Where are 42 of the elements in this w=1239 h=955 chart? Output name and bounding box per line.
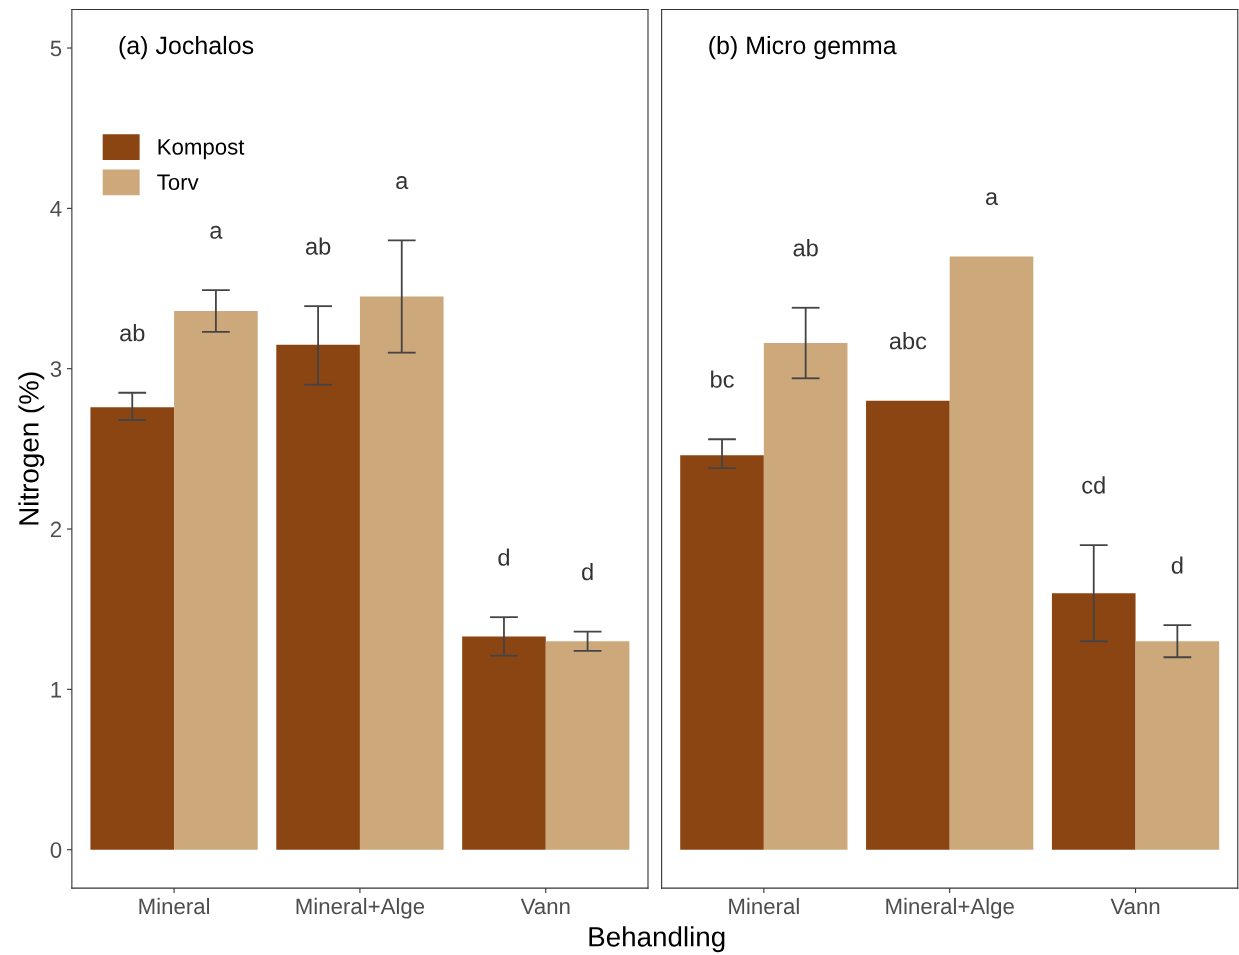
annotation: ab (793, 239, 818, 257)
text: (a) Jochalos (119, 35, 254, 60)
x-tick-label: Mineral (139, 897, 210, 915)
x-tick-label: Mineral+Alge (886, 897, 1014, 919)
x-tick-label: Vann (520, 898, 570, 915)
x-tick-label: Mineral (729, 897, 799, 915)
y-tick-label: 5 (50, 40, 62, 57)
x-tick-label: Mineral+Alge (296, 897, 425, 919)
annotation: d (498, 548, 510, 566)
bar (545, 641, 630, 850)
bar (359, 296, 444, 850)
bar (90, 407, 175, 850)
x-tick-label: Vann (1110, 898, 1160, 915)
bar (949, 256, 1034, 850)
y-tick-label: 0 (50, 842, 62, 858)
y-axis-title: Nitrogen (%) (18, 372, 45, 525)
annotation: ab (305, 237, 331, 255)
annotation: a (985, 192, 999, 206)
annotation: a (210, 225, 223, 239)
bar (462, 636, 546, 850)
bar (866, 400, 950, 850)
y-tick-label: 4 (50, 201, 62, 217)
annotation: d (582, 562, 593, 581)
legend-label: Torv (157, 174, 199, 191)
text: (b) Micro gemma (709, 35, 897, 60)
bar (1135, 641, 1220, 850)
x-axis-title: Behandling (589, 926, 725, 953)
annotation: d (1171, 556, 1183, 574)
y-tick-label: 3 (50, 361, 62, 377)
annotation: cd (1082, 476, 1105, 494)
annotation: a (396, 176, 409, 190)
bar (763, 343, 848, 850)
bar (680, 455, 764, 850)
y-tick-label: 2 (50, 521, 62, 538)
y-tick-label: 1 (51, 682, 62, 698)
bar (1051, 593, 1136, 850)
annotation: abc (889, 332, 927, 350)
annotation: ab (120, 324, 145, 342)
annotation: bc (711, 370, 734, 388)
legend-label: Kompost (158, 139, 245, 160)
bar (174, 310, 258, 850)
bar (276, 344, 360, 850)
